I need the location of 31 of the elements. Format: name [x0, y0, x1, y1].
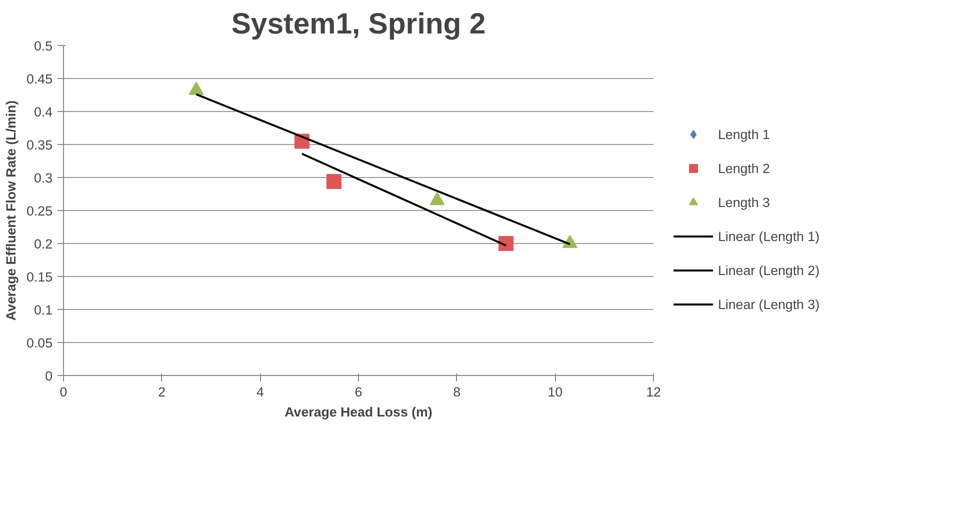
- legend-label: Length 1: [718, 126, 770, 142]
- x-tick-label: 8: [453, 384, 461, 400]
- y-tick-label: 0: [45, 368, 53, 384]
- x-tick-label: 4: [256, 384, 264, 400]
- y-tick-label: 0.45: [26, 72, 53, 86]
- y-tick-label: 0.3: [34, 170, 53, 186]
- legend-label: Linear (Length 3): [718, 296, 820, 312]
- x-tick-label: 0: [60, 384, 68, 400]
- y-tick-label: 0.1: [34, 302, 53, 318]
- legend-label: Linear (Length 1): [718, 228, 820, 244]
- x-axis-title: Average Head Loss (m): [284, 404, 432, 420]
- y-tick-label: 0.2: [34, 236, 53, 252]
- legend-label: Length 2: [718, 160, 770, 176]
- x-tick-label: 6: [354, 384, 362, 400]
- x-tick-label: 10: [548, 384, 563, 400]
- y-tick-label: 0.4: [34, 104, 54, 120]
- point: [188, 82, 204, 95]
- x-tick-label: 2: [158, 384, 166, 400]
- chart-title: System1, Spring 2: [231, 8, 486, 40]
- legend-label: Length 3: [718, 194, 770, 210]
- y-tick-label: 0.35: [26, 138, 53, 152]
- y-axis-title: Average Effluent Flow Rate (L/min): [4, 100, 19, 321]
- y-tick-label: 0.5: [34, 38, 53, 54]
- point: [498, 236, 514, 251]
- x-tick-label: 12: [646, 384, 661, 400]
- legend-label: Linear (Length 2): [718, 262, 820, 278]
- point: [326, 174, 342, 189]
- y-tick-label: 0.05: [26, 336, 53, 350]
- y-tick-label: 0.25: [26, 204, 53, 218]
- y-tick-label: 0.15: [26, 270, 53, 284]
- point: [430, 192, 445, 206]
